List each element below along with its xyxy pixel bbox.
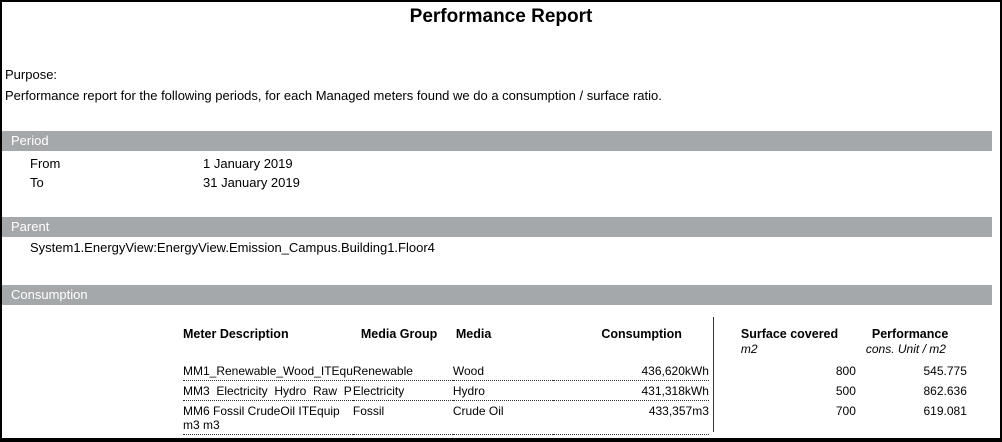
table-row: MM3 Electricity Hydro Raw P Electricity … (183, 380, 967, 401)
cell-meter-description: MM3 Electricity Hydro Raw P (183, 380, 353, 401)
cell-media: Crude Oil (452, 400, 553, 435)
period-to-value: 31 January 2019 (203, 175, 300, 190)
table-vertical-divider (713, 317, 714, 432)
period-to-label: To (30, 175, 44, 190)
purpose-label: Purpose: (5, 67, 58, 82)
cell-performance: 619.081 (923, 403, 967, 418)
cell-media-group: Renewable (352, 361, 453, 381)
cell-surface-covered: 800 (835, 364, 856, 378)
column-header-media: Media (455, 327, 492, 341)
report-title: Performance Report (409, 6, 593, 27)
cell-consumption: 433,357m3 (552, 400, 709, 435)
cell-surface-covered: 700 (835, 403, 856, 418)
cell-surface-covered: 500 (835, 383, 856, 398)
table-row: MM6 Fossil CrudeOil ITEquip m3 m3 Fossil… (183, 400, 967, 435)
column-header-media-group: Media Group (360, 327, 438, 341)
surface-unit-label: m2 (740, 342, 758, 356)
cell-media: Hydro (452, 380, 553, 401)
cell-meter-description: MM6 Fossil CrudeOil ITEquip m3 m3 (183, 400, 353, 435)
purpose-text: Performance report for the following per… (5, 88, 662, 103)
column-header-surface-covered: Surface covered m2 (739, 318, 856, 361)
column-header-consumption: Consumption (601, 327, 682, 341)
period-from-value: 1 January 2019 (203, 156, 293, 171)
cell-media-group: Electricity (352, 380, 453, 401)
consumption-section-header: Consumption (2, 285, 992, 305)
cell-media-group: Fossil (352, 400, 453, 435)
cell-media: Wood (452, 361, 553, 381)
cell-performance: 545.775 (923, 364, 967, 378)
table-header-row: Meter Description Media Group Media Cons… (183, 318, 967, 361)
performance-unit-label: cons. Unit / m2 (865, 342, 946, 356)
period-from-label: From (30, 156, 61, 171)
period-section-header: Period (2, 131, 992, 151)
cell-consumption: 436,620kWh (552, 361, 709, 381)
parent-section-header: Parent (2, 217, 992, 237)
parent-path: System1.EnergyView:EnergyView.Emission_C… (30, 240, 435, 255)
column-header-performance: Performance cons. Unit / m2 (856, 318, 967, 361)
cell-performance: 862.636 (923, 383, 967, 398)
consumption-table: Meter Description Media Group Media Cons… (183, 318, 967, 435)
cell-meter-description: MM1_Renewable_Wood_ITEqu (183, 361, 353, 381)
cell-consumption: 431,318kWh (552, 380, 709, 401)
table-row: MM1_Renewable_Wood_ITEqu Renewable Wood … (183, 361, 967, 381)
column-header-meter-description: Meter Description (183, 327, 289, 341)
